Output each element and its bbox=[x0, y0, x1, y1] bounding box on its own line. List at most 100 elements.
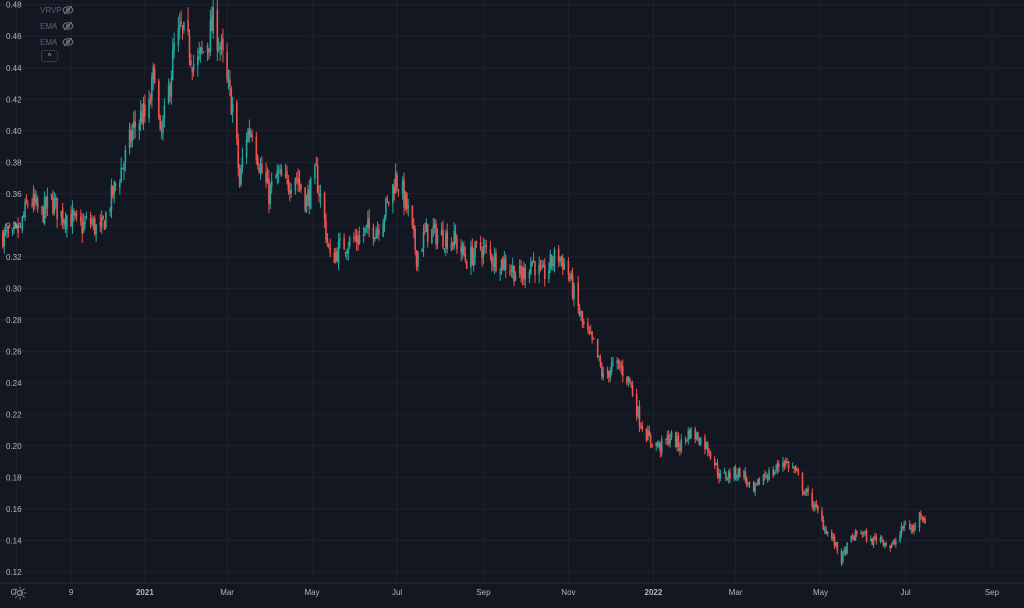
candle-body-up bbox=[241, 157, 244, 168]
candle-body-up bbox=[814, 503, 816, 509]
candles bbox=[1, 0, 926, 567]
candle-body-down bbox=[591, 331, 593, 339]
y-tick-label: 0.48 bbox=[6, 1, 22, 10]
candle-body-up bbox=[220, 40, 223, 45]
candle-body-up bbox=[85, 216, 88, 219]
candle-body-up bbox=[869, 538, 872, 541]
candle-body-down bbox=[645, 429, 648, 441]
candle-body-up bbox=[493, 253, 496, 267]
candle-body-up bbox=[227, 79, 230, 82]
candle-body-up bbox=[647, 430, 649, 441]
candle-body-up bbox=[131, 130, 134, 141]
candle-body-up bbox=[347, 248, 350, 254]
candle-body-down bbox=[786, 461, 788, 463]
candle-body-down bbox=[451, 242, 454, 245]
candle-body-down bbox=[510, 270, 513, 272]
candle-body-down bbox=[803, 491, 805, 495]
candle-body-up bbox=[294, 178, 297, 191]
candle-body-up bbox=[109, 209, 111, 212]
candle-body-down bbox=[641, 425, 644, 430]
candle-body-down bbox=[893, 542, 896, 544]
y-tick-label: 0.26 bbox=[6, 347, 22, 356]
candle-body-up bbox=[538, 264, 540, 275]
candle-body-up bbox=[151, 76, 153, 100]
candle-body-up bbox=[279, 169, 281, 172]
candle-body-up bbox=[385, 198, 387, 217]
candle-body-down bbox=[608, 370, 610, 378]
candle-body-down bbox=[485, 245, 488, 248]
legend-label: EMA bbox=[40, 21, 58, 31]
candle-body-up bbox=[35, 197, 38, 204]
candle-body-up bbox=[362, 233, 365, 236]
candle-body-down bbox=[521, 274, 524, 280]
y-tick-label: 0.32 bbox=[6, 253, 22, 262]
candle-body-up bbox=[530, 263, 532, 275]
candle-body-up bbox=[404, 192, 407, 207]
candle-body-up bbox=[22, 215, 25, 217]
gear-icon[interactable] bbox=[12, 585, 28, 601]
candle-body-up bbox=[50, 193, 53, 198]
candle-body-down bbox=[706, 443, 709, 452]
candle-body-down bbox=[582, 321, 585, 325]
candle-body-up bbox=[63, 220, 65, 224]
legend-row-ema-2[interactable]: EMA bbox=[40, 34, 74, 50]
candle-body-down bbox=[230, 88, 233, 115]
legend-row-vrvp[interactable]: VRVP bbox=[40, 2, 74, 18]
eye-crossed-icon[interactable] bbox=[62, 5, 74, 15]
candle-body-down bbox=[698, 440, 701, 445]
candle-body-down bbox=[318, 193, 320, 196]
candle-body-down bbox=[621, 366, 624, 377]
candle-body-down bbox=[226, 51, 228, 80]
candle-body-up bbox=[500, 259, 503, 272]
candle-body-down bbox=[134, 121, 136, 128]
candle-body-down bbox=[412, 224, 415, 231]
candle-body-up bbox=[120, 167, 123, 183]
candle-body-up bbox=[32, 193, 35, 207]
candle-body-up bbox=[105, 212, 107, 228]
candle-body-up bbox=[531, 260, 534, 266]
legend-row-ema-1[interactable]: EMA bbox=[40, 18, 74, 34]
candle-body-down bbox=[1, 232, 4, 247]
candle-body-down bbox=[287, 179, 290, 191]
candle-body-up bbox=[66, 215, 68, 229]
y-tick-label: 0.34 bbox=[6, 221, 22, 230]
candle-body-up bbox=[407, 205, 410, 209]
price-axis[interactable]: 0.48 0.46 0.44 0.42 0.40 0.38 0.36 0.34 0.32 0.30… bbox=[6, 1, 22, 577]
candle-body-down bbox=[589, 331, 592, 333]
candle-body-down bbox=[64, 219, 67, 227]
candle-body-up bbox=[113, 181, 116, 194]
candle-body-up bbox=[620, 367, 623, 369]
candle-body-up bbox=[655, 442, 657, 446]
candle-body-down bbox=[14, 225, 17, 227]
candle-body-down bbox=[34, 193, 36, 204]
y-tick-label: 0.18 bbox=[6, 473, 22, 482]
candle-body-up bbox=[202, 51, 205, 53]
candle-body-down bbox=[640, 426, 642, 428]
candle-body-down bbox=[911, 527, 914, 532]
candle-body-down bbox=[638, 406, 641, 427]
y-tick-label: 0.24 bbox=[6, 379, 22, 388]
candle-body-up bbox=[559, 257, 561, 262]
candle-body-down bbox=[201, 47, 203, 50]
candle-body-down bbox=[744, 471, 747, 480]
legend-label: EMA bbox=[40, 37, 58, 47]
candle-body-up bbox=[305, 197, 308, 212]
candle-body-down bbox=[354, 236, 357, 239]
indicator-legend: VRVP EMA EMA bbox=[40, 2, 74, 50]
candle-body-up bbox=[726, 478, 729, 480]
candle-body-up bbox=[687, 430, 690, 441]
candle-body-up bbox=[95, 224, 97, 235]
candle-body-down bbox=[495, 252, 497, 271]
y-tick-label: 0.20 bbox=[6, 442, 22, 451]
candle-body-down bbox=[251, 135, 253, 138]
eye-crossed-icon[interactable] bbox=[62, 21, 74, 31]
candle-body-up bbox=[879, 537, 882, 542]
x-tick-label: Mar bbox=[220, 588, 234, 597]
collapse-legend-button[interactable]: ^ bbox=[41, 50, 58, 62]
eye-crossed-icon[interactable] bbox=[62, 37, 74, 47]
candle-body-up bbox=[765, 476, 768, 478]
candle-body-down bbox=[323, 193, 326, 220]
candle-body-down bbox=[588, 330, 591, 333]
x-tick-label: May bbox=[305, 588, 320, 597]
